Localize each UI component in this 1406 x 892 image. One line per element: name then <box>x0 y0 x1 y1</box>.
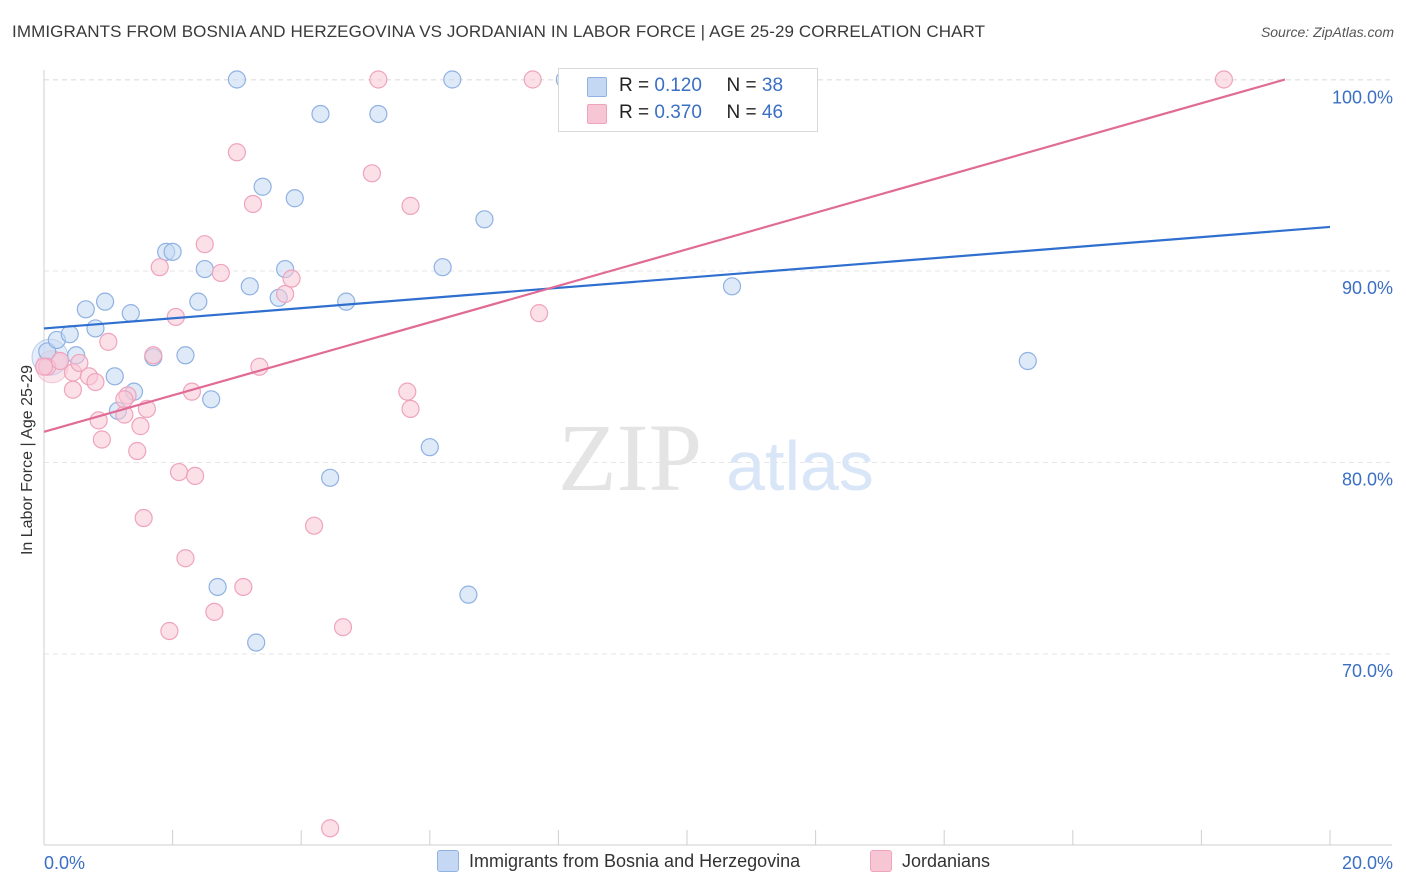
data-point-bosnia <box>285 189 304 208</box>
legend-item-jordanians[interactable]: Jordanians <box>870 850 990 872</box>
data-point-jordanians <box>227 143 246 162</box>
chart-legend: Immigrants from Bosnia and Herzegovina J… <box>0 850 1406 880</box>
data-point-jordanians <box>86 372 105 392</box>
data-point-bosnia <box>321 468 340 487</box>
data-point-bosnia <box>240 277 259 296</box>
data-point-jordanians <box>128 441 147 461</box>
data-point-bosnia <box>195 259 214 279</box>
data-point-bosnia <box>86 319 105 338</box>
chart-title: IMMIGRANTS FROM BOSNIA AND HERZEGOVINA V… <box>12 22 986 41</box>
data-point-bosnia <box>1018 351 1037 371</box>
data-point-jordanians <box>186 466 205 486</box>
legend-label: Jordanians <box>902 850 991 871</box>
data-point-jordanians <box>1214 70 1234 89</box>
data-point-jordanians <box>160 621 179 641</box>
data-point-bosnia <box>95 292 115 311</box>
data-point-jordanians <box>398 382 417 401</box>
data-point-jordanians <box>401 399 420 418</box>
data-point-bosnia <box>420 438 439 457</box>
data-point-jordanians <box>234 577 253 597</box>
data-point-jordanians <box>144 346 163 365</box>
stats-swatch-blue <box>587 77 607 97</box>
stats-n-value: 46 <box>761 102 784 123</box>
data-point-jordanians <box>99 332 118 351</box>
data-point-bosnia <box>247 633 266 652</box>
data-point-bosnia <box>76 300 95 319</box>
data-point-bosnia <box>208 577 227 597</box>
stats-row-blue: R = 0.120 N = 38 <box>619 75 783 97</box>
data-point-jordanians <box>205 602 224 621</box>
data-point-jordanians <box>150 258 169 277</box>
data-point-bosnia <box>443 70 462 89</box>
data-point-bosnia <box>475 210 494 229</box>
data-point-jordanians <box>333 618 353 637</box>
data-point-jordanians <box>523 70 542 89</box>
data-point-jordanians <box>70 353 89 373</box>
legend-swatch-blue <box>437 850 459 872</box>
data-point-bosnia <box>60 325 79 344</box>
watermark-zip: ZIP <box>558 404 702 511</box>
data-point-bosnia <box>189 292 208 311</box>
data-point-bosnia <box>722 277 742 296</box>
y-tick-label: 80.0% <box>1342 470 1393 490</box>
stats-r-value: 0.120 <box>654 75 702 96</box>
data-point-jordanians <box>362 164 382 183</box>
data-point-jordanians <box>243 194 263 214</box>
data-point-bosnia <box>311 104 330 124</box>
data-point-bosnia <box>433 258 452 277</box>
x-tick-label: 20.0% <box>1342 853 1393 873</box>
data-point-jordanians <box>401 196 420 215</box>
data-point-bosnia <box>459 585 478 604</box>
source-label: Source: ZipAtlas.com <box>1260 24 1394 40</box>
stats-r-value: 0.370 <box>654 102 702 123</box>
y-axis-label: In Labor Force | Age 25-29 <box>19 364 36 556</box>
stats-n-label: N = <box>726 102 757 123</box>
legend-swatch-pink <box>870 850 892 872</box>
data-point-bosnia <box>176 346 195 365</box>
data-point-jordanians <box>131 417 150 436</box>
y-tick-label: 70.0% <box>1342 661 1393 681</box>
data-point-jordanians <box>134 508 153 528</box>
data-point-jordanians <box>195 235 214 254</box>
data-point-jordanians <box>63 380 83 399</box>
stats-row-pink: R = 0.370 N = 46 <box>619 102 783 124</box>
stats-r-label: R = <box>619 102 650 123</box>
legend-label: Immigrants from Bosnia and Herzegovina <box>469 850 801 871</box>
data-point-bosnia <box>227 70 246 89</box>
data-point-jordanians <box>530 304 549 323</box>
stats-n-value: 38 <box>761 75 784 96</box>
data-point-jordanians <box>34 357 54 376</box>
data-point-bosnia <box>253 177 272 196</box>
data-point-jordanians <box>169 462 189 482</box>
data-point-jordanians <box>115 390 134 409</box>
data-point-bosnia <box>121 304 140 323</box>
data-point-bosnia <box>369 104 388 124</box>
watermark-atlas: atlas <box>726 427 874 505</box>
data-point-jordanians <box>369 70 388 89</box>
stats-n-label: N = <box>726 75 757 96</box>
data-point-jordanians <box>211 263 230 283</box>
y-tick-label: 100.0% <box>1332 88 1393 108</box>
data-point-bosnia <box>337 292 356 311</box>
legend-item-bosnia[interactable]: Immigrants from Bosnia and Herzegovina <box>437 850 800 872</box>
data-point-jordanians <box>282 269 301 288</box>
data-point-jordanians <box>176 549 195 568</box>
stats-r-label: R = <box>619 75 650 96</box>
data-point-bosnia <box>202 390 221 409</box>
data-point-bosnia <box>163 242 182 261</box>
x-tick-label: 0.0% <box>44 853 85 873</box>
trend-line-jordanians <box>43 78 1286 433</box>
y-tick-label: 90.0% <box>1342 278 1393 298</box>
trend-line-bosnia <box>43 225 1331 330</box>
data-point-jordanians <box>321 819 340 838</box>
data-point-bosnia <box>105 367 124 386</box>
data-point-jordanians <box>92 430 111 449</box>
stats-legend-box: R = 0.120 N = 38 R = 0.370 N = 46 <box>558 68 818 132</box>
data-point-jordanians <box>304 516 324 535</box>
data-point-jordanians <box>50 351 70 371</box>
data-point-jordanians <box>276 284 295 304</box>
stats-swatch-pink <box>587 104 607 124</box>
